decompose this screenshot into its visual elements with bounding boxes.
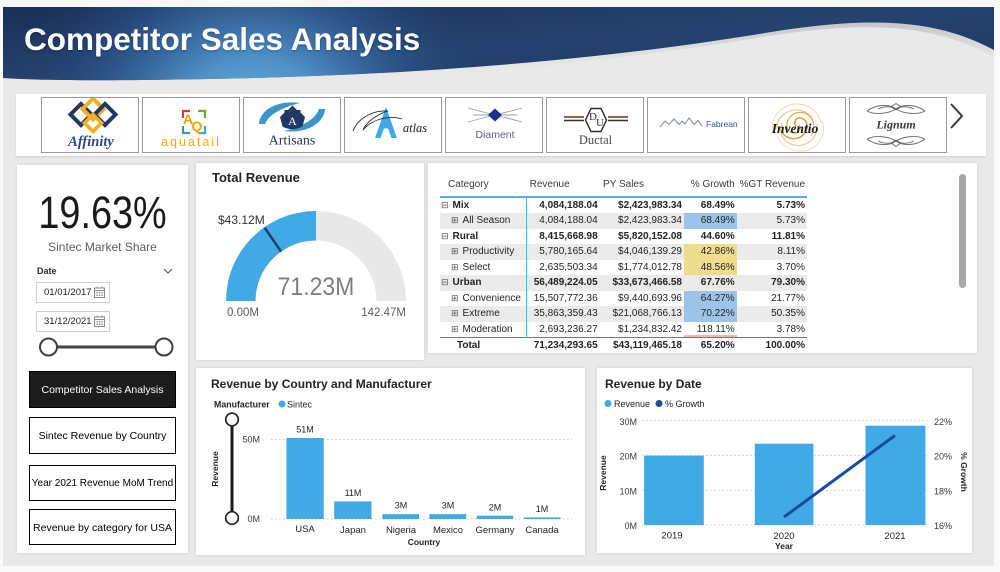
svg-text:Mexico: Mexico <box>433 525 463 536</box>
svg-text:Germany: Germany <box>475 525 514 536</box>
svg-text:2021: 2021 <box>884 531 905 542</box>
svg-text:0M: 0M <box>247 514 260 524</box>
svg-text:20M: 20M <box>619 452 637 462</box>
svg-text:10M: 10M <box>619 487 637 497</box>
svg-text:Year: Year <box>775 541 794 551</box>
svg-text:142.47M: 142.47M <box>361 307 406 319</box>
svg-text:71.23M: 71.23M <box>278 273 355 301</box>
svg-text:0.00M: 0.00M <box>227 307 259 319</box>
svg-text:Inventio: Inventio <box>771 121 819 136</box>
svg-text:18%: 18% <box>934 487 952 497</box>
svg-text:$43.12M: $43.12M <box>218 213 265 227</box>
svg-text:Revenue: Revenue <box>598 455 608 491</box>
svg-text:Country: Country <box>408 537 441 547</box>
svg-text:3M: 3M <box>395 501 408 511</box>
svg-text:A: A <box>183 111 193 127</box>
svg-text:22%: 22% <box>934 417 952 427</box>
svg-text:U: U <box>596 117 604 129</box>
svg-text:atlas: atlas <box>403 121 427 135</box>
svg-text:Affinity: Affinity <box>67 134 114 150</box>
svg-text:Artisans: Artisans <box>269 134 316 149</box>
svg-text:Revenue by Country and Manufac: Revenue by Country and Manufacturer <box>211 377 432 391</box>
svg-text:Sintec: Sintec <box>287 400 313 410</box>
svg-text:USA: USA <box>295 524 315 535</box>
svg-text:Canada: Canada <box>525 525 559 536</box>
svg-text:Q: Q <box>192 118 203 134</box>
svg-text:Nigeria: Nigeria <box>386 525 417 536</box>
svg-text:Japan: Japan <box>340 525 366 536</box>
svg-text:3M: 3M <box>442 501 455 511</box>
svg-text:0M: 0M <box>624 521 637 531</box>
svg-text:Revenue: Revenue <box>210 451 220 487</box>
svg-text:D: D <box>589 111 597 123</box>
svg-text:2019: 2019 <box>661 531 682 542</box>
svg-text:% Growth: % Growth <box>665 399 705 409</box>
svg-text:Manufacturer: Manufacturer <box>214 400 270 410</box>
svg-text:1M: 1M <box>536 504 549 514</box>
svg-text:20%: 20% <box>934 452 952 462</box>
svg-text:Revenue by Date: Revenue by Date <box>605 377 702 391</box>
svg-text:16%: 16% <box>934 521 952 531</box>
svg-text:Ductal: Ductal <box>579 133 613 147</box>
svg-text:Fabrean: Fabrean <box>706 119 738 129</box>
svg-text:11M: 11M <box>345 488 362 498</box>
svg-text:30M: 30M <box>619 417 637 427</box>
svg-text:51M: 51M <box>296 425 314 435</box>
svg-text:Revenue: Revenue <box>614 399 650 409</box>
svg-text:Diament: Diament <box>475 129 514 141</box>
svg-text:% Growth: % Growth <box>959 452 969 492</box>
svg-text:aquatail: aquatail <box>161 135 221 149</box>
svg-text:50M: 50M <box>242 435 260 445</box>
svg-text:A: A <box>288 114 297 128</box>
svg-text:2020: 2020 <box>773 531 794 542</box>
svg-text:2M: 2M <box>489 503 502 513</box>
svg-text:Lignum: Lignum <box>875 118 915 132</box>
